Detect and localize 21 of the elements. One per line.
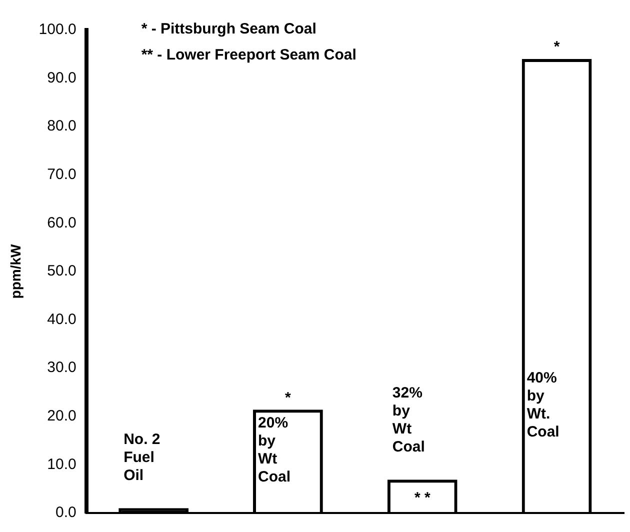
annotation: *: [554, 38, 560, 56]
y-axis-title: ppm/kW: [7, 244, 24, 299]
x-tick-label: No. 2 Fuel Oil: [124, 430, 160, 484]
x-tick-label: 32% by Wt Coal: [392, 384, 425, 456]
y-tick-label: 80.0: [47, 118, 76, 135]
y-tick-label: 20.0: [47, 408, 76, 425]
y-tick-label: 70.0: [47, 166, 76, 184]
annotation: ** - Lower Freeport Seam Coal: [141, 46, 356, 64]
x-tick-label: 20% by Wt Coal: [258, 414, 291, 486]
x-tick-label: 40% by Wt. Coal: [526, 370, 560, 441]
y-tick-label: 60.0: [47, 214, 76, 232]
annotation: *: [285, 389, 292, 406]
annotation: * *: [414, 489, 430, 506]
y-tick-label: 90.0: [47, 69, 76, 86]
y-tick-label: 50.0: [47, 262, 76, 280]
y-tick-label: 100.0: [38, 21, 76, 38]
y-tick-label: 0.0: [55, 504, 76, 522]
y-tick-label: 30.0: [47, 359, 76, 376]
y-tick-label: 40.0: [47, 310, 76, 328]
annotation: * - Pittsburgh Seam Coal: [141, 20, 316, 38]
y-tick-label: 10.0: [47, 456, 76, 473]
